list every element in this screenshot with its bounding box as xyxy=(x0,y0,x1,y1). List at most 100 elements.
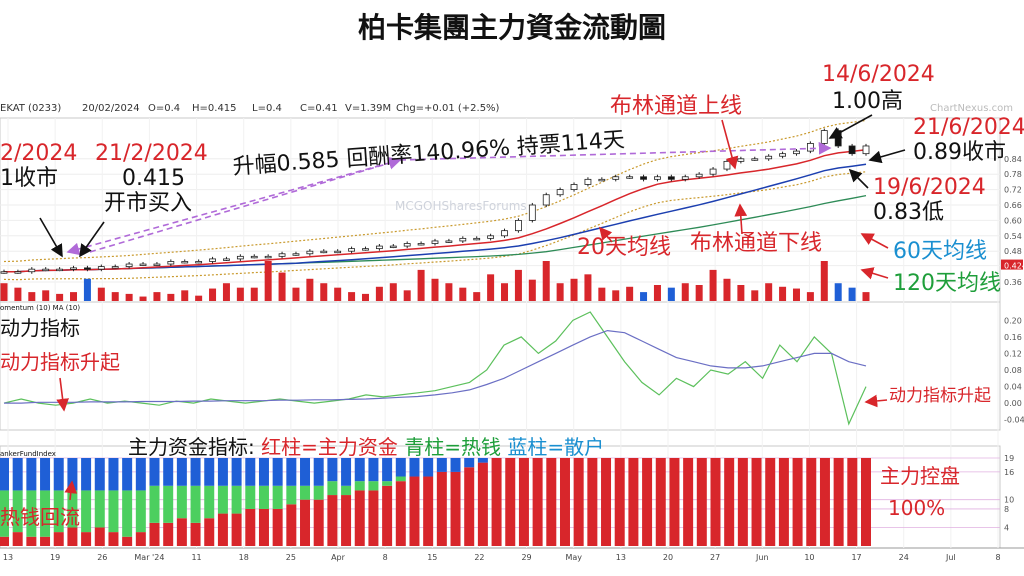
panel-frame xyxy=(0,301,1001,431)
hot-money-bar xyxy=(313,485,324,500)
x-tick-label: 22 xyxy=(474,553,484,562)
volume-bar xyxy=(848,287,856,301)
candle-body xyxy=(14,271,22,274)
main-fund-bar xyxy=(724,458,735,546)
volume-bar xyxy=(765,283,773,301)
candle-body xyxy=(654,176,661,180)
hot-money-bar xyxy=(217,485,228,514)
main-fund-bar xyxy=(258,508,269,546)
x-tick-label: 15 xyxy=(427,553,437,562)
volume-bar xyxy=(56,293,64,301)
retail-bar xyxy=(286,458,297,486)
retail-bar xyxy=(108,458,119,491)
volume-bar xyxy=(250,287,258,301)
volume-bar xyxy=(125,293,133,301)
main-fund-bar xyxy=(341,495,352,546)
hot-money-bar xyxy=(190,485,201,523)
hot-money-bar xyxy=(67,490,78,528)
x-tick-label: 26 xyxy=(97,553,107,562)
x-tick-label: Jun xyxy=(755,553,769,562)
main-fund-bar xyxy=(628,458,639,546)
volume-bar xyxy=(292,287,300,301)
retail-bar xyxy=(231,458,242,486)
price-tick-label: 0.48 xyxy=(1004,247,1022,256)
hot-money-bar xyxy=(368,481,379,491)
volume-bar xyxy=(236,287,244,301)
buy-price-label: 0.415 xyxy=(122,166,185,191)
main-fund-bar xyxy=(573,458,584,546)
header-open: O=0.4 xyxy=(148,103,181,114)
main-fund-bar xyxy=(491,458,502,546)
header-change: Chg=+0.01 (+2.5%) xyxy=(396,103,500,114)
candle-body xyxy=(236,255,244,260)
volume-bar xyxy=(320,283,328,301)
main-fund-bar xyxy=(231,513,242,546)
main-fund-bar xyxy=(477,462,488,546)
volume-bar xyxy=(181,290,189,301)
main-fund-bar xyxy=(368,490,379,546)
main-fund-bar xyxy=(778,458,789,546)
chart-title: 柏卡集團主力資金流動圖 xyxy=(357,11,666,44)
price-tick-label: 0.78 xyxy=(1004,170,1022,179)
volume-bar xyxy=(111,292,119,301)
main-fund-bar xyxy=(559,458,570,546)
low-arrow xyxy=(848,168,869,189)
left-date-label: 2/2024 xyxy=(0,141,78,166)
x-tick-label: 8 xyxy=(995,553,1000,562)
hot-money-bar xyxy=(12,490,23,533)
main-fund-bar xyxy=(614,458,625,546)
volume-bar xyxy=(806,292,814,301)
main-fund-bar xyxy=(518,458,529,546)
hot-money-bar xyxy=(286,485,297,505)
retail-bar xyxy=(313,458,324,486)
volume-bar xyxy=(667,287,675,301)
ma60-label: 60天均线 xyxy=(893,239,987,264)
candle-body xyxy=(793,150,800,155)
candle-body xyxy=(459,237,467,242)
retail-bar xyxy=(436,458,447,472)
candle-body xyxy=(667,176,675,180)
header-volume: V=1.39M xyxy=(345,103,392,114)
candle-body xyxy=(528,204,536,221)
candle-body xyxy=(779,153,786,157)
volume-bar xyxy=(167,293,175,301)
candle-body xyxy=(375,245,383,250)
retail-bar xyxy=(190,458,201,486)
hot-money-bar xyxy=(40,490,51,537)
candle-body xyxy=(264,255,272,259)
ma120-arrow xyxy=(860,267,889,280)
price-tick-label: 0.60 xyxy=(1004,216,1022,225)
hot-money-label: 热钱回流 xyxy=(0,505,80,529)
x-tick-label: 18 xyxy=(239,553,249,562)
retail-bar xyxy=(81,458,92,491)
high-date-label: 14/6/2024 xyxy=(822,62,935,87)
candle-body xyxy=(181,261,189,264)
candle-body xyxy=(737,158,745,162)
main-fund-bar xyxy=(149,522,160,546)
candle-body xyxy=(612,176,620,180)
price-tick-label: 0.84 xyxy=(1004,155,1022,164)
candle-body xyxy=(681,176,689,180)
volume-bar xyxy=(264,261,272,301)
volume-bar xyxy=(431,278,439,301)
candle-body xyxy=(195,261,203,264)
retail-bar xyxy=(53,458,64,491)
momentum-title: 动力指标 xyxy=(0,316,80,340)
volume-bar xyxy=(139,296,147,301)
retail-bar xyxy=(40,458,51,491)
volume-bar xyxy=(334,287,342,301)
volume-bar xyxy=(487,274,495,301)
bb-upper-label: 布林通道上线 xyxy=(610,94,743,119)
volume-bar xyxy=(473,292,481,301)
candle-body xyxy=(515,219,522,232)
hot-money-bar xyxy=(163,485,174,523)
main-fund-bar xyxy=(286,504,297,546)
main-fund-bar xyxy=(587,458,598,546)
control-label: 主力控盘 xyxy=(880,464,960,488)
volume-bar xyxy=(737,285,745,301)
main-fund-bar xyxy=(163,522,174,546)
candle-body xyxy=(431,240,439,244)
retail-bar xyxy=(217,458,228,486)
main-fund-bar xyxy=(601,458,612,546)
bb-lower-label: 布林通道下线 xyxy=(690,231,823,256)
